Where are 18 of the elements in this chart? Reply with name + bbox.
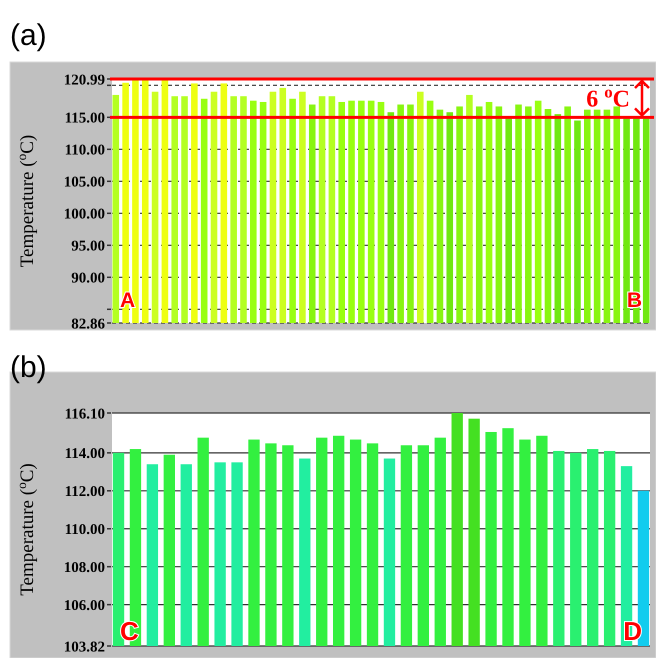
y-tick-label: 95.00 bbox=[71, 238, 105, 255]
y-tick-label: 110.00 bbox=[64, 142, 105, 159]
y-tick-label: 90.00 bbox=[71, 270, 105, 287]
y-tick-label: 120.99 bbox=[64, 72, 105, 88]
y-tick-label: 105.00 bbox=[64, 174, 105, 191]
y-tick-label: 100.00 bbox=[64, 206, 105, 223]
y-tick-label: 82.86 bbox=[71, 316, 106, 332]
y-tick-label: 115.00 bbox=[64, 110, 105, 127]
y-tick-label: 112.00 bbox=[64, 484, 105, 500]
y-tick-label: 114.00 bbox=[64, 446, 105, 462]
y-tick-label: 106.00 bbox=[64, 598, 105, 614]
chart-title: (b) bbox=[10, 351, 47, 384]
y-tick-label: 103.82 bbox=[64, 639, 105, 656]
annotation: 6 $^{o}$C bbox=[586, 82, 630, 113]
y-tick-label: 116.10 bbox=[64, 406, 105, 422]
chart-title: (a) bbox=[10, 19, 47, 52]
y-tick-label: 110.00 bbox=[64, 522, 105, 538]
y-tick-label: 108.00 bbox=[64, 560, 105, 576]
